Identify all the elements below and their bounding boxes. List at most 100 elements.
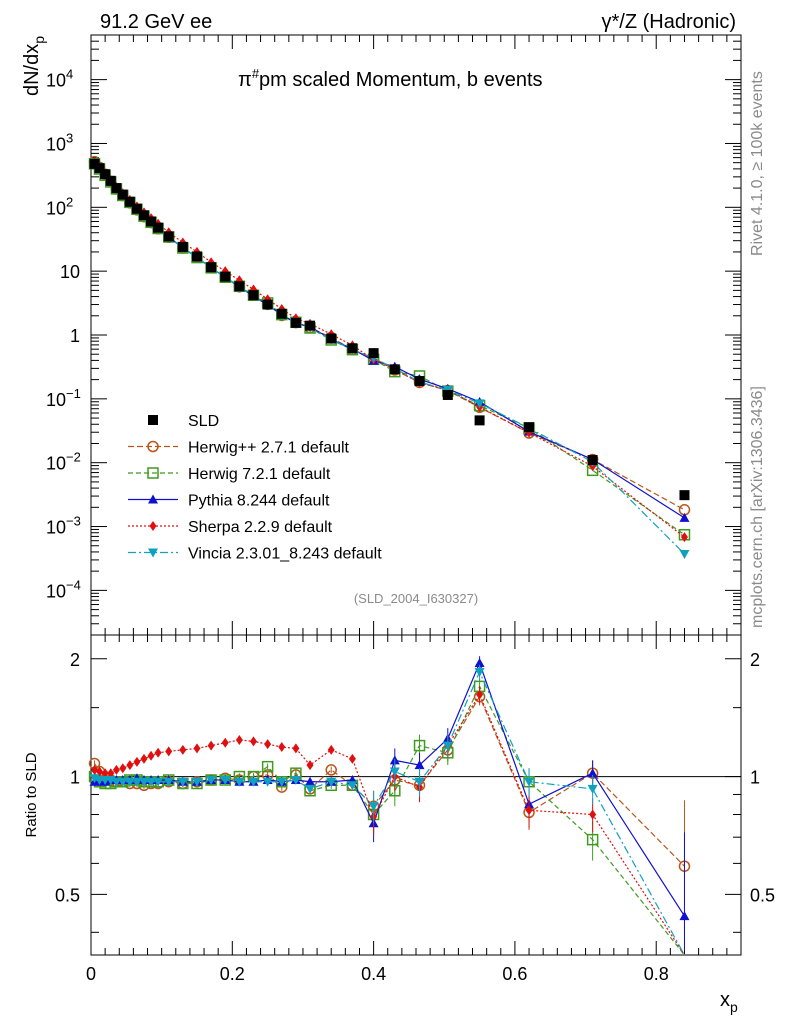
legend-marker [148, 494, 158, 504]
legend-label: Pythia 8.244 default [188, 493, 330, 510]
sherpa-ratio-point [250, 736, 257, 747]
vincia-ratio-point [206, 775, 217, 785]
vincia-ratio-point [262, 777, 273, 787]
vincia-ratio-point [524, 777, 535, 787]
sherpa-ratio-point [101, 768, 109, 779]
header-energy: 91.2 GeV ee [100, 11, 212, 33]
vincia-main-point [474, 399, 485, 409]
ratio-tick-label: 1 [70, 768, 80, 788]
vincia-ratio-point [389, 767, 400, 777]
sherpa-ratio-point [589, 809, 597, 820]
main-series [88, 155, 691, 559]
herwig-ratio-point [325, 764, 337, 776]
vincia-main-point [679, 549, 690, 559]
legend-marker [148, 415, 158, 425]
sld-data-point [262, 299, 273, 310]
sld-data-point [163, 231, 174, 242]
vincia-ratio-point [474, 668, 485, 678]
vincia-ratio-point [146, 777, 157, 787]
sld-data-point [389, 364, 400, 375]
sherpa-ratio-point [107, 768, 115, 779]
y-tick-label: 10−4 [46, 577, 81, 601]
vincia-ratio-point [163, 777, 174, 787]
ratio-series [88, 656, 691, 956]
pythia-ratio-point [474, 658, 485, 668]
sld-data-point [474, 415, 485, 426]
vincia-ratio-point [138, 777, 149, 787]
vincia-main-line [94, 163, 685, 555]
sherpa-ratio-point [221, 737, 229, 748]
y-tick-label: 1 [70, 326, 80, 346]
sherpa-ratio-point [193, 743, 201, 754]
sld-data-point [131, 203, 142, 214]
sherpa-main-point [680, 532, 688, 543]
vincia-ratio-point [290, 775, 301, 785]
analysis-id: (SLD_2004_I630327) [354, 591, 478, 606]
y-tick-label: 10−3 [46, 514, 81, 538]
sld-data-point [679, 490, 690, 501]
legend-label: SLD [188, 413, 219, 430]
chart-title: π#pm scaled Momentum, b events [238, 66, 543, 91]
rivet-label: Rivet 4.1.0, ≥ 100k events [749, 71, 766, 256]
sherpa-ratio-point [126, 760, 134, 771]
ratio-tick-label-right: 1 [750, 768, 760, 788]
sherpa-ratio-point [207, 740, 215, 751]
legend-marker [148, 548, 158, 558]
y-tick-label: 104 [46, 67, 73, 91]
legend-marker [147, 440, 159, 453]
sherpa-ratio-point [179, 744, 187, 755]
sherpa-ratio-point [165, 746, 173, 757]
sld-data-point [146, 216, 157, 227]
header-process: γ*/Z (Hadronic) [602, 11, 736, 33]
sherpa-ratio-point [112, 764, 120, 775]
sld-data-point [117, 189, 128, 200]
vincia-ratio-point [305, 784, 316, 794]
y-tick-label: 10−2 [46, 450, 81, 474]
ratio-tick-label-right: 2 [750, 650, 760, 670]
sld-data-point [100, 169, 111, 180]
sherpa-ratio-point [327, 744, 335, 755]
sld-data-point [290, 317, 301, 328]
sherpa-ratio-point [119, 763, 127, 774]
sherpa-ratio-point [140, 753, 148, 764]
pythia-ratio-point [305, 776, 316, 786]
sld-data-point [220, 271, 231, 282]
sld-data-point [177, 241, 188, 252]
y-axis-label: dN/dxp [21, 36, 47, 96]
sld-data-point [326, 333, 337, 344]
ratio-axis-label: Ratio to SLD [23, 752, 40, 837]
pythia-ratio-point [587, 768, 598, 778]
legend: SLD Herwig++ 2.7.1 default Herwig 7.2.1 de… [128, 413, 382, 563]
legend-label: Herwig++ 2.7.1 default [188, 440, 350, 457]
x-axis-label: xp [720, 989, 738, 1015]
y-tick-label: 10 [60, 262, 80, 282]
sherpa-ratio-point [154, 747, 162, 758]
x-tick-label: 0.2 [220, 964, 245, 984]
vincia-ratio-point [111, 777, 122, 787]
vincia-ratio-point [220, 775, 231, 785]
vincia-ratio-point [234, 777, 245, 787]
y-tick-label: 103 [46, 130, 73, 154]
herwig-ratio-point [261, 760, 274, 773]
sherpa-ratio-line [94, 693, 685, 956]
x-tick-label: 0.6 [502, 964, 527, 984]
y-tick-label: 102 [46, 194, 73, 218]
sherpa-ratio-point [147, 750, 155, 761]
sld-data-point [442, 389, 453, 400]
sherpa-ratio-point [348, 753, 356, 764]
vincia-ratio-point [153, 777, 164, 787]
sld-data-point [305, 320, 316, 331]
vincia-ratio-point [587, 784, 598, 794]
ratio-plot-frame [90, 634, 742, 956]
vincia-ratio-point [368, 802, 379, 812]
vincia-ratio-point [276, 777, 287, 787]
vincia-ratio-line [94, 670, 686, 956]
vincia-ratio-point [191, 777, 202, 787]
sld-data-point [234, 281, 245, 292]
sld-data-point [111, 183, 122, 194]
sherpa-ratio-point [525, 805, 533, 816]
legend-marker [147, 467, 159, 479]
sherpa-ratio-point [264, 739, 272, 750]
sherpa-ratio-point [278, 742, 286, 752]
